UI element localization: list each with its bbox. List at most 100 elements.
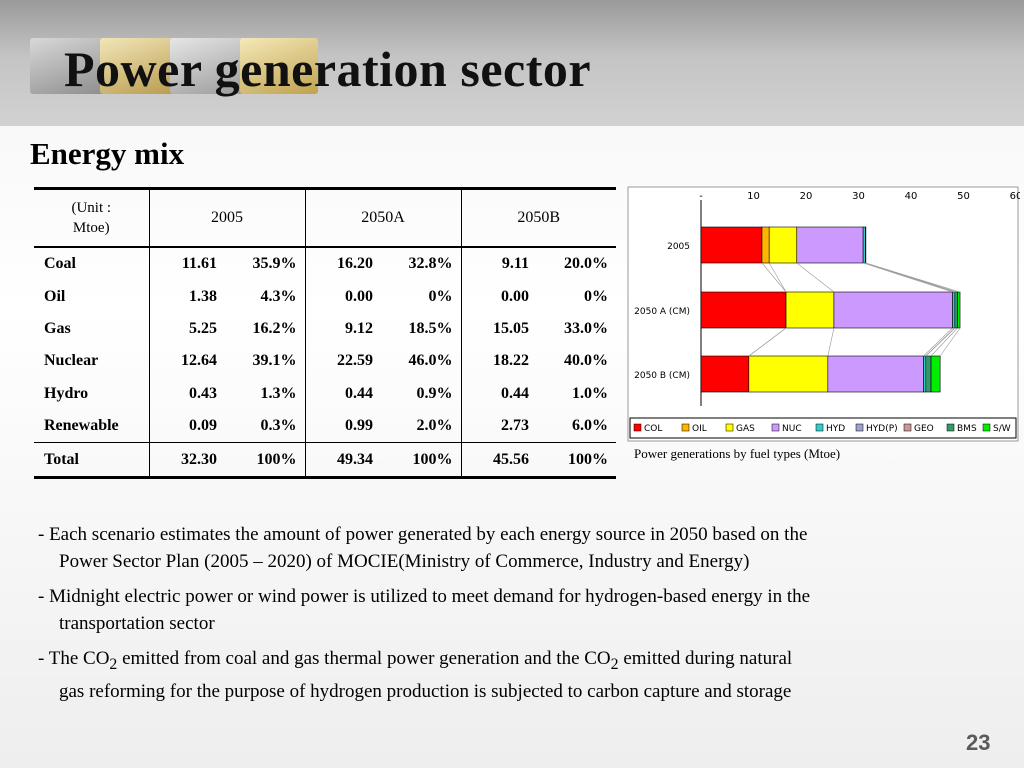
legend-label: HYD(P) <box>866 424 898 434</box>
table-cell: 32.30 <box>149 442 225 478</box>
bar-segment-sw <box>930 355 941 393</box>
x-tick-label: - <box>699 191 703 202</box>
table-row: Gas 5.25 16.2% 9.12 18.5% 15.05 33.0% <box>34 312 616 346</box>
table-cell: 22.59 <box>337 352 373 370</box>
bullet-item: - Each scenario estimates the amount of … <box>38 521 998 575</box>
table-cell: 0.3% <box>225 409 306 443</box>
table-cell: 4.3% <box>225 280 306 313</box>
row-label: Oil <box>34 280 150 313</box>
table-cell: 100% <box>537 442 616 478</box>
series-connector-line <box>925 327 956 357</box>
table-cell: 5.25 <box>189 319 217 337</box>
bullet-list: - Each scenario estimates the amount of … <box>38 521 998 713</box>
bullet-text: emitted during natural <box>618 648 793 669</box>
series-connector-line <box>796 262 835 293</box>
table-cell: 6.0% <box>572 417 608 435</box>
decorative-block <box>30 38 108 94</box>
bar-segment-hyd <box>952 291 956 329</box>
header-band: Power generation sector <box>0 0 1024 126</box>
power-generation-chart: - 10 20 30 40 50 60 2005 2050 A (CM) 2050 B (CM) C… <box>627 186 1020 442</box>
bullet-item: - The CO2 emitted from coal and gas ther… <box>38 645 998 705</box>
bar-segment-col <box>700 355 750 393</box>
bar-segment-bms <box>954 291 958 329</box>
bullet-text: - Each scenario estimates the amount of … <box>38 524 808 545</box>
decorative-block <box>100 38 178 94</box>
table-cell: 0.00 <box>345 287 373 305</box>
table-cell: 9.12 <box>345 319 373 337</box>
unit-header-text: (Unit : Mtoe) <box>71 200 112 236</box>
table-cell: 40.0% <box>564 352 608 370</box>
legend-label: GEO <box>914 424 934 434</box>
table-cell: 0% <box>584 287 608 305</box>
legend-swatch <box>725 423 734 432</box>
series-connector-line <box>939 327 961 357</box>
subscript: 2 <box>109 655 118 673</box>
table-cell: 15.05 <box>493 319 529 337</box>
category-label: 2050 A (CM) <box>634 307 690 317</box>
legend-label: S/W <box>993 424 1011 434</box>
table-cell: 9.11 <box>501 255 529 273</box>
bar-segment-bms <box>865 226 867 264</box>
table-cell: 1.3% <box>225 377 306 410</box>
table-row: Nuclear 12.64 39.1% 22.59 46.0% 18.22 40.0% <box>34 345 616 378</box>
series-connector-line <box>827 327 835 357</box>
legend-swatch <box>946 423 955 432</box>
row-label: Total <box>34 442 150 478</box>
series-connector-line <box>748 327 787 357</box>
legend-label: GAS <box>736 424 755 434</box>
table-cell: 49.34 <box>305 442 381 478</box>
bar-segment-hyd <box>862 226 866 264</box>
bar-segment-bms <box>925 355 932 393</box>
bar-segment-gas <box>748 355 829 393</box>
series-connector-line <box>761 262 787 293</box>
row-label: Coal <box>34 247 150 281</box>
header-decorative-blocks <box>30 38 360 98</box>
table-cell: 11.61 <box>181 255 217 273</box>
row-label: Nuclear <box>34 345 150 378</box>
bullet-text: Power Sector Plan (2005 – 2020) of MOCIE… <box>59 551 750 572</box>
table-cell: 16.20 <box>337 255 373 273</box>
x-tick-label: 40 <box>905 191 918 202</box>
row-label: Hydro <box>34 377 150 410</box>
page-number: 23 <box>966 730 991 755</box>
bar-segment-nuc <box>833 291 953 329</box>
table-cell: 0.00 <box>501 287 529 305</box>
bullet-text: transportation sector <box>59 613 215 634</box>
category-label: 2005 <box>667 242 690 252</box>
legend-swatch <box>982 423 991 432</box>
page-title: Power generation sector <box>64 41 592 97</box>
unit-header: (Unit : Mtoe) <box>34 188 150 248</box>
bar-segment-col <box>700 291 787 329</box>
table-cell: 1.0% <box>572 384 608 402</box>
column-header: 2050B <box>461 188 616 248</box>
bullet-text: - The CO <box>38 648 110 669</box>
legend-label: BMS <box>957 424 977 434</box>
bullet-text: gas reforming for the purpose of hydroge… <box>59 680 792 702</box>
bar-segment-gas <box>768 226 798 264</box>
x-tick-label: 50 <box>957 191 970 202</box>
table-cell: 2.0% <box>381 409 462 443</box>
table-row: Oil 1.38 4.3% 0.00 0% 0.00 0% <box>34 280 616 313</box>
x-tick-label: 30 <box>852 191 865 202</box>
table-cell: 32.8% <box>381 247 462 281</box>
table-cell: 35.9% <box>225 247 306 281</box>
table-cell: 16.2% <box>225 312 306 346</box>
column-header: 2005 <box>149 188 306 248</box>
table-row: Coal 11.61 35.9% 16.20 32.8% 9.11 20.0% <box>34 247 616 281</box>
table-cell: 45.56 <box>461 442 537 478</box>
table-cell: 18.22 <box>493 352 529 370</box>
category-label: 2050 B (CM) <box>634 371 690 381</box>
legend-label: OIL <box>692 424 707 434</box>
table-row: Hydro 0.43 1.3% 0.44 0.9% 0.44 1.0% <box>34 377 616 410</box>
table-cell: 1.38 <box>189 287 217 305</box>
bar-segment-col <box>700 226 763 264</box>
table-cell: 0.44 <box>345 384 373 402</box>
table-cell: 100% <box>381 442 462 478</box>
legend-swatch <box>855 423 864 432</box>
legend-swatch <box>771 423 780 432</box>
table-cell: 39.1% <box>225 345 306 378</box>
legend-swatch <box>681 423 690 432</box>
section-title: Energy mix <box>30 136 185 171</box>
table-cell: 20.0% <box>564 255 608 273</box>
legend-label: NUC <box>782 424 802 434</box>
